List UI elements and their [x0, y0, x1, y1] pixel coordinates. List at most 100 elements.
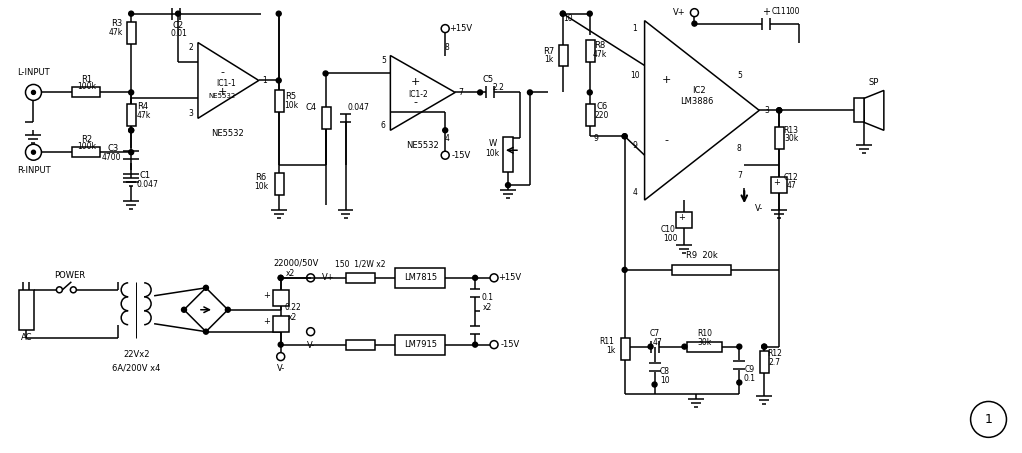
Bar — [854, 98, 864, 122]
Text: 100k: 100k — [77, 142, 96, 151]
Text: NE5532: NE5532 — [208, 93, 235, 99]
Text: 4: 4 — [633, 188, 637, 197]
Bar — [586, 104, 595, 126]
Text: C11: C11 — [772, 7, 787, 16]
Text: V+: V+ — [673, 8, 686, 17]
Text: 100k: 100k — [77, 82, 96, 91]
Text: 6: 6 — [381, 121, 386, 130]
Bar — [73, 87, 100, 97]
Circle shape — [648, 344, 653, 349]
Text: 9: 9 — [633, 141, 637, 150]
Text: +15V: +15V — [450, 24, 473, 33]
Text: x2: x2 — [286, 270, 295, 278]
Text: +: + — [678, 212, 685, 222]
Bar — [345, 340, 375, 350]
Text: 3: 3 — [764, 106, 770, 115]
Text: -: - — [413, 97, 417, 107]
Bar — [127, 22, 136, 43]
Bar — [677, 212, 693, 228]
Text: 3: 3 — [188, 109, 193, 118]
Text: 2: 2 — [189, 43, 193, 52]
Text: 9: 9 — [594, 134, 598, 143]
Text: 7: 7 — [459, 88, 464, 97]
Text: POWER: POWER — [54, 271, 85, 280]
Text: V-: V- — [277, 364, 285, 373]
Text: 1: 1 — [263, 76, 267, 85]
Text: 0.22: 0.22 — [284, 303, 301, 312]
Bar — [322, 107, 330, 129]
Text: R11: R11 — [599, 337, 614, 346]
Text: +: + — [411, 77, 420, 87]
Text: 10k: 10k — [284, 101, 298, 110]
Circle shape — [777, 108, 782, 113]
Circle shape — [129, 90, 134, 95]
Text: +: + — [662, 76, 671, 86]
Bar — [275, 91, 284, 112]
Text: SP: SP — [869, 78, 879, 87]
Text: R10: R10 — [697, 329, 712, 338]
Text: 30k: 30k — [784, 134, 798, 143]
Circle shape — [506, 183, 511, 188]
Text: 47k: 47k — [593, 50, 607, 59]
Circle shape — [203, 329, 208, 334]
Bar — [503, 137, 513, 172]
Text: 47k: 47k — [109, 28, 124, 37]
Text: C4: C4 — [305, 103, 316, 112]
Text: 0.047: 0.047 — [136, 180, 158, 188]
Text: 10: 10 — [563, 14, 572, 23]
Text: 1: 1 — [984, 413, 992, 426]
Circle shape — [777, 108, 782, 113]
Text: 1k: 1k — [545, 55, 554, 64]
Text: 2.7: 2.7 — [769, 358, 780, 367]
Text: LM7915: LM7915 — [404, 340, 436, 349]
Circle shape — [622, 134, 628, 139]
Text: 6A/200V x4: 6A/200V x4 — [112, 363, 160, 372]
Circle shape — [477, 90, 482, 95]
Text: 0.01: 0.01 — [171, 29, 187, 38]
Text: R8: R8 — [594, 41, 605, 50]
Text: C2: C2 — [173, 21, 184, 30]
Bar — [772, 177, 787, 193]
Text: LM7815: LM7815 — [404, 273, 436, 282]
Text: 47k: 47k — [137, 111, 151, 120]
Circle shape — [278, 275, 283, 280]
Text: V-: V- — [307, 341, 315, 350]
Text: +: + — [773, 178, 780, 187]
Text: -15V: -15V — [452, 151, 471, 160]
Circle shape — [203, 285, 208, 290]
Circle shape — [443, 128, 448, 133]
Text: C10: C10 — [661, 226, 676, 235]
Text: R12: R12 — [766, 349, 782, 358]
Text: V+: V+ — [322, 273, 335, 282]
Text: 2.2: 2.2 — [493, 83, 504, 92]
Text: C9: C9 — [744, 365, 754, 374]
Circle shape — [622, 134, 628, 139]
Text: +: + — [219, 87, 228, 97]
Text: IC1-1: IC1-1 — [216, 79, 236, 88]
Text: R6: R6 — [256, 173, 267, 182]
Circle shape — [777, 108, 782, 113]
Text: 7: 7 — [737, 171, 742, 180]
Text: C12: C12 — [784, 173, 798, 182]
Circle shape — [176, 11, 181, 16]
Bar — [671, 265, 732, 275]
Circle shape — [276, 11, 281, 16]
Circle shape — [276, 78, 281, 83]
Text: R1: R1 — [81, 75, 92, 84]
Text: -: - — [664, 135, 668, 145]
Bar — [273, 316, 288, 332]
Text: W: W — [489, 139, 497, 148]
Text: 22000/50V: 22000/50V — [273, 258, 318, 267]
Text: 4700: 4700 — [101, 153, 121, 162]
Circle shape — [761, 344, 766, 349]
Text: 0.047: 0.047 — [347, 103, 369, 112]
Bar — [127, 104, 136, 126]
Text: +15V: +15V — [499, 273, 521, 282]
Text: C6: C6 — [596, 102, 607, 111]
Text: +: + — [264, 317, 270, 326]
Text: R-INPUT: R-INPUT — [16, 166, 50, 175]
Text: C5: C5 — [482, 75, 494, 84]
Text: IC1-2: IC1-2 — [409, 90, 428, 99]
Text: L-INPUT: L-INPUT — [17, 68, 50, 77]
Bar — [273, 290, 288, 306]
